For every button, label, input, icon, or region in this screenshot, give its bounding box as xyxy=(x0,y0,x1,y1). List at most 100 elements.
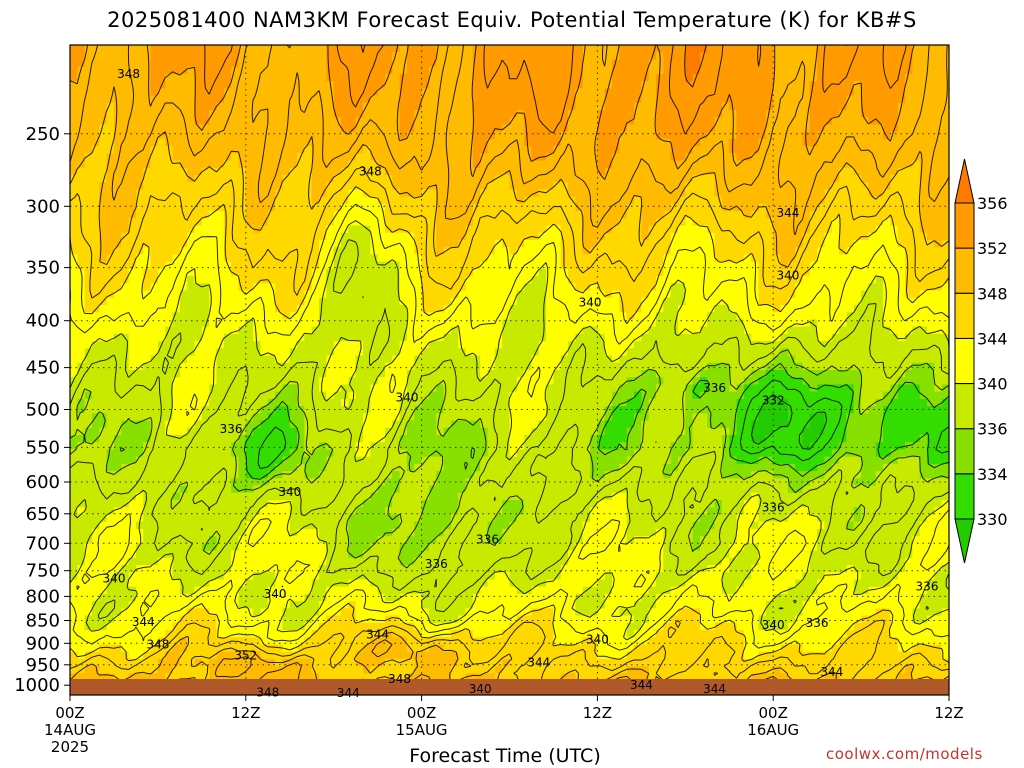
field-cell xyxy=(663,225,672,234)
field-cell xyxy=(472,218,481,227)
field-cell xyxy=(773,297,782,306)
field-cell xyxy=(355,312,364,321)
field-cell xyxy=(399,290,408,299)
field-cell xyxy=(538,124,547,133)
field-cell xyxy=(216,95,225,104)
field-cell xyxy=(575,319,584,328)
field-cell xyxy=(699,153,708,162)
field-cell xyxy=(707,326,716,335)
field-cell xyxy=(91,297,100,306)
field-cell xyxy=(311,117,320,126)
field-cell xyxy=(868,110,877,118)
field-cell xyxy=(817,81,826,89)
field-cell xyxy=(685,333,694,342)
field-cell xyxy=(934,138,943,147)
field-cell xyxy=(927,175,935,183)
field-cell xyxy=(648,312,657,321)
field-cell xyxy=(472,312,481,321)
field-cell xyxy=(428,312,437,321)
field-cell xyxy=(428,240,437,248)
field-cell xyxy=(934,297,943,306)
field-cell xyxy=(853,52,862,61)
field-cell xyxy=(553,261,562,270)
field-cell xyxy=(450,175,459,183)
field-cell xyxy=(414,261,423,270)
field-cell xyxy=(861,138,870,147)
field-cell xyxy=(70,189,78,198)
field-cell xyxy=(201,305,210,313)
field-cell xyxy=(209,261,218,270)
field-cell xyxy=(106,196,115,205)
field-cell xyxy=(216,45,225,53)
field-cell xyxy=(77,319,86,328)
field-cell xyxy=(560,247,569,256)
field-cell xyxy=(414,240,423,248)
field-cell xyxy=(172,341,181,349)
field-cell xyxy=(883,254,891,263)
field-cell xyxy=(179,290,188,299)
field-cell xyxy=(758,240,767,248)
field-cell xyxy=(436,189,445,198)
field-cell xyxy=(846,81,855,89)
field-cell xyxy=(150,319,159,328)
field-cell xyxy=(157,305,166,313)
field-cell xyxy=(612,131,620,140)
field-cell xyxy=(546,153,555,162)
field-cell xyxy=(392,268,401,277)
field-cell xyxy=(890,153,899,162)
field-cell xyxy=(714,268,723,277)
field-cell xyxy=(509,218,518,227)
field-cell xyxy=(304,167,313,176)
field-cell xyxy=(707,182,716,191)
field-cell xyxy=(311,160,320,169)
field-cell xyxy=(341,124,349,133)
field-cell xyxy=(736,297,745,306)
field-cell xyxy=(326,319,335,328)
field-cell xyxy=(172,131,181,140)
field-cell xyxy=(238,232,247,241)
field-cell xyxy=(502,81,511,89)
field-cell xyxy=(795,333,804,342)
field-cell xyxy=(421,95,430,104)
field-cell xyxy=(458,182,467,191)
field-cell xyxy=(267,153,276,162)
field-cell xyxy=(875,153,884,162)
field-cell xyxy=(421,240,430,248)
field-cell xyxy=(553,88,562,97)
field-cell xyxy=(253,182,262,191)
field-cell xyxy=(179,240,188,248)
field-cell xyxy=(875,52,884,61)
field-cell xyxy=(699,240,708,248)
field-cell xyxy=(568,203,577,212)
field-cell xyxy=(721,211,730,219)
field-cell xyxy=(736,268,745,277)
field-cell xyxy=(575,341,584,349)
field-cell xyxy=(450,182,459,191)
field-cell xyxy=(912,196,921,205)
field-cell xyxy=(370,66,379,75)
field-cell xyxy=(165,102,174,111)
field-cell xyxy=(765,95,774,104)
field-cell xyxy=(677,182,686,191)
field-cell xyxy=(875,138,884,147)
field-cell xyxy=(853,81,862,89)
field-cell xyxy=(619,45,628,53)
field-cell xyxy=(128,276,137,284)
field-cell xyxy=(121,102,130,111)
field-cell xyxy=(553,66,562,75)
field-cell xyxy=(91,218,100,227)
field-cell xyxy=(721,290,730,299)
field-cell xyxy=(494,261,503,270)
field-cell xyxy=(392,73,401,82)
field-cell xyxy=(428,124,437,133)
field-cell xyxy=(648,59,657,68)
field-cell xyxy=(282,247,291,256)
field-cell xyxy=(165,305,174,313)
field-cell xyxy=(656,138,664,147)
field-cell xyxy=(560,326,569,335)
field-cell xyxy=(70,261,78,270)
field-cell xyxy=(509,52,518,61)
field-cell xyxy=(187,247,196,256)
field-cell xyxy=(319,59,327,68)
field-cell xyxy=(194,225,203,234)
